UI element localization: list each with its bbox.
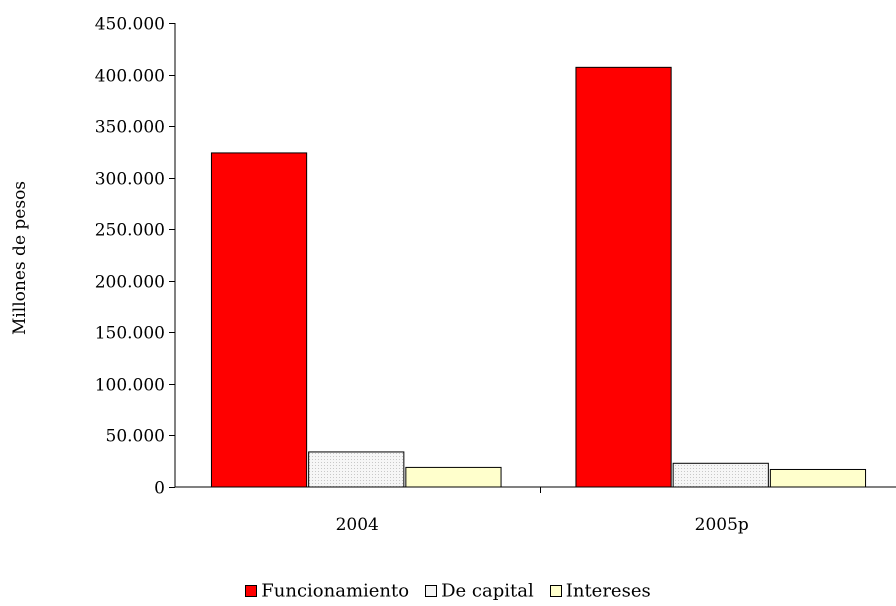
legend-item: De capital: [425, 580, 534, 602]
bar-intereses: [769, 468, 867, 488]
legend-swatch: [549, 585, 562, 597]
y-axis-title: Millones de pesos: [10, 181, 30, 335]
y-tick-label: 50.000: [106, 427, 165, 447]
x-tick-label: 2005p: [695, 515, 749, 535]
legend-label: Funcionamiento: [261, 580, 410, 602]
y-tick-label: 350.000: [95, 118, 165, 138]
bar-de-capital: [672, 462, 769, 488]
bar-intereses: [405, 466, 502, 488]
x-tick-label: 2004: [336, 515, 379, 535]
legend-swatch: [245, 585, 258, 597]
y-tick-label: 250.000: [95, 221, 165, 241]
bar-chart: 0 50.000 100.000 150.000 200.000 250.000 300.0…: [10, 15, 896, 535]
y-tick-label: 100.000: [95, 376, 165, 396]
bar-de-capital: [308, 451, 405, 488]
legend-item: Funcionamiento: [245, 580, 409, 602]
legend: Funcionamiento De capital Intereses: [0, 580, 896, 602]
legend-label: De capital: [441, 580, 534, 602]
bar-funcionamiento: [210, 152, 308, 488]
y-tick-label: 0: [154, 479, 165, 499]
y-tick-label: 400.000: [95, 67, 165, 87]
bars: [210, 66, 867, 488]
axes: 0 50.000 100.000 150.000 200.000 250.000 300.0…: [95, 15, 896, 535]
y-tick-label: 450.000: [95, 15, 165, 35]
y-tick-label: 150.000: [95, 324, 165, 344]
y-tick-label: 200.000: [95, 273, 165, 293]
legend-label: Intereses: [565, 580, 651, 602]
y-tick-label: 300.000: [95, 170, 165, 190]
legend-item: Intereses: [549, 580, 651, 602]
legend-swatch: [425, 585, 438, 597]
bar-funcionamiento: [575, 66, 672, 488]
